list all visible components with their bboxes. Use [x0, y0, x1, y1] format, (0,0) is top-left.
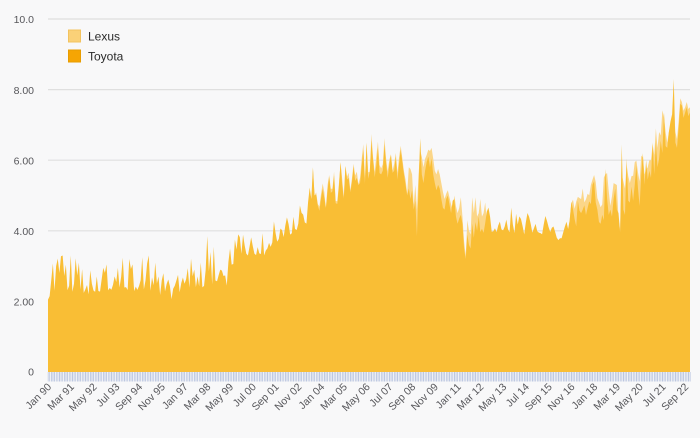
svg-text:6.00: 6.00 — [14, 155, 35, 167]
svg-text:0: 0 — [28, 367, 34, 379]
svg-text:10.0: 10.0 — [14, 14, 35, 26]
svg-text:Toyota: Toyota — [88, 50, 124, 64]
svg-text:2.00: 2.00 — [14, 297, 35, 309]
svg-text:8.00: 8.00 — [14, 85, 35, 97]
svg-text:4.00: 4.00 — [14, 226, 35, 238]
svg-text:Lexus: Lexus — [88, 30, 120, 44]
